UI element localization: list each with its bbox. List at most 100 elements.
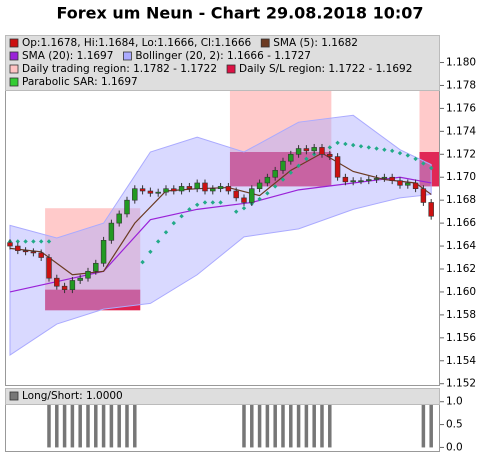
legend-label: Daily trading region: 1.1782 - 1.1722 — [22, 63, 217, 75]
bar — [86, 401, 90, 448]
sl-region — [45, 289, 141, 311]
chart-title: Forex um Neun - Chart 29.08.2018 10:07 — [56, 4, 423, 23]
candle-body — [7, 242, 13, 247]
legend-label: Op:1.1678, Hi:1.1684, Lo:1.1666, Cl:1.16… — [22, 37, 252, 49]
candle-body — [54, 277, 60, 287]
candle-body — [132, 188, 138, 201]
sar-dot — [194, 202, 200, 207]
legend-label: Bollinger (20, 2): 1.1666 - 1.1727 — [135, 50, 311, 62]
candle-body — [319, 147, 325, 155]
bar — [101, 401, 106, 448]
candle-body — [303, 148, 310, 152]
bar — [55, 401, 59, 448]
bar — [250, 401, 254, 448]
y-tick-label: 1.156 — [446, 332, 476, 344]
y-tick-label: 1.164 — [446, 240, 476, 252]
sar-dot — [15, 239, 20, 244]
bar — [47, 401, 51, 448]
sar-dot — [202, 200, 208, 205]
candle-body — [100, 240, 107, 264]
candle-body — [233, 190, 239, 199]
legend-box — [5, 35, 440, 91]
sar-dot — [335, 140, 340, 146]
y-tick-label: 1.180 — [446, 57, 476, 69]
candle-body — [139, 188, 146, 192]
candle-body — [85, 270, 91, 279]
candle-body — [288, 153, 294, 162]
candle-body — [217, 186, 224, 190]
y-tick-label: 1.170 — [446, 171, 476, 183]
candle-body — [46, 257, 52, 279]
candle-body — [358, 180, 364, 182]
candle-body — [256, 182, 263, 190]
bar — [94, 401, 98, 448]
sar-dot — [389, 148, 395, 154]
legend-box — [5, 388, 440, 405]
legend-label: SMA (20): 1.1697 — [22, 50, 113, 62]
legend: Op:1.1678, Hi:1.1684, Lo:1.1666, Cl:1.16… — [5, 35, 440, 91]
sar-dot — [46, 239, 52, 244]
y-tick-label: 1.166 — [446, 217, 476, 229]
bar — [429, 401, 433, 448]
sar-dot — [272, 184, 278, 189]
trading-region — [229, 83, 332, 152]
candle-body — [280, 160, 286, 171]
bar — [265, 401, 270, 448]
y-tick-label: 1.160 — [446, 286, 476, 298]
legend-swatch — [9, 391, 19, 401]
candle-body — [61, 285, 68, 290]
candle-body — [420, 188, 427, 203]
candle-body — [194, 182, 200, 190]
bar — [320, 401, 324, 448]
candle-body — [272, 170, 278, 178]
bar — [257, 401, 262, 448]
sar-dot — [304, 156, 309, 162]
y-tick-label: 1.162 — [446, 263, 476, 275]
legend-label: Parabolic SAR: 1.1697 — [22, 76, 138, 88]
sar-dot — [428, 165, 434, 171]
y-tick-label: 1.158 — [446, 309, 476, 321]
candle-body — [171, 188, 177, 192]
y-tick-label: 1.172 — [446, 148, 476, 160]
legend-swatch — [9, 64, 19, 74]
sar-dot — [358, 144, 364, 149]
candle-body — [327, 153, 333, 157]
candle-body — [350, 180, 356, 183]
bar — [70, 401, 75, 448]
sar-dot — [23, 239, 28, 244]
sar-dot — [382, 147, 387, 152]
y-tick-label: 0.0 — [446, 441, 463, 453]
bar — [296, 401, 301, 448]
legend-swatch — [9, 77, 19, 87]
bar — [62, 401, 67, 448]
candle-body — [295, 148, 302, 155]
legend-label: Daily S/L region: 1.1722 - 1.1692 — [239, 63, 412, 75]
candle-body — [366, 179, 372, 181]
candle-body — [116, 213, 122, 224]
legend-swatch — [226, 64, 236, 74]
y-tick-label: 0.5 — [446, 419, 463, 431]
candle-body — [249, 188, 255, 203]
sar-dot — [327, 145, 332, 150]
bar — [289, 401, 293, 448]
candle-body — [389, 176, 395, 181]
bar — [281, 401, 285, 448]
candle-body — [22, 250, 29, 253]
sar-dot — [257, 196, 262, 202]
candle-body — [155, 191, 161, 194]
candle-body — [186, 186, 193, 190]
sar-dot — [233, 209, 239, 214]
legend-swatch — [9, 51, 19, 61]
sar-dot — [343, 141, 348, 147]
sar-dot — [187, 207, 192, 212]
sar-dot — [155, 239, 161, 244]
sar-dot — [366, 145, 371, 150]
bar — [109, 401, 114, 448]
candle-body — [178, 186, 185, 192]
sar-dot — [38, 239, 44, 244]
sar-dot — [265, 191, 270, 196]
bar — [304, 401, 309, 448]
candle-body — [77, 277, 83, 281]
